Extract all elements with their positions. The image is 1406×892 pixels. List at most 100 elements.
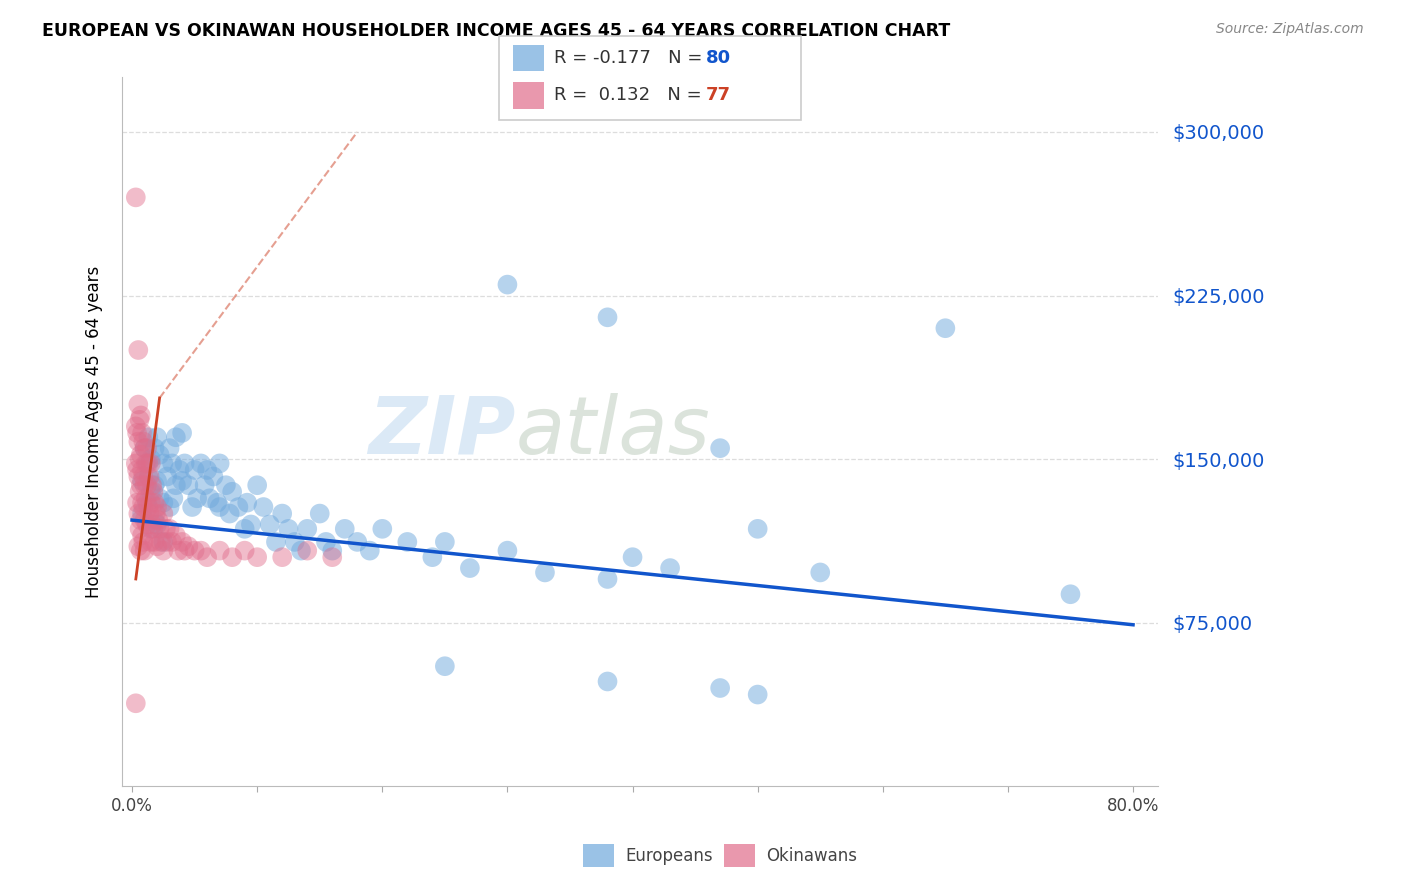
Point: [271, 550, 294, 565]
Point: [128, 522, 150, 536]
Point: [128, 484, 150, 499]
Point: [156, 469, 179, 483]
Point: [160, 535, 183, 549]
Point: [177, 539, 200, 553]
Point: [221, 550, 243, 565]
Point: [177, 478, 200, 492]
Point: [128, 452, 150, 467]
Point: [156, 535, 179, 549]
Point: [139, 522, 162, 536]
Point: [131, 463, 153, 477]
Point: [135, 457, 157, 471]
Point: [747, 522, 769, 536]
Point: [131, 528, 153, 542]
Point: [596, 674, 619, 689]
Point: [934, 321, 956, 335]
Point: [195, 550, 218, 565]
Point: [127, 343, 149, 357]
Point: [659, 561, 682, 575]
Point: [321, 550, 343, 565]
Point: [136, 457, 159, 471]
Point: [165, 528, 187, 542]
Point: [315, 535, 337, 549]
Point: [233, 522, 256, 536]
Point: [129, 478, 152, 492]
Point: [142, 484, 165, 499]
Point: [371, 522, 394, 536]
Point: [195, 463, 218, 477]
Point: [173, 457, 195, 471]
Point: [139, 457, 162, 471]
Point: [125, 425, 148, 440]
Point: [138, 469, 160, 483]
Point: [259, 517, 281, 532]
Point: [152, 535, 174, 549]
Point: [134, 478, 156, 492]
Point: [125, 696, 148, 710]
Point: [190, 457, 212, 471]
Point: [162, 491, 184, 506]
Point: [127, 398, 149, 412]
Point: [136, 500, 159, 514]
Point: [125, 419, 148, 434]
Point: [131, 507, 153, 521]
Point: [422, 550, 444, 565]
Point: [297, 522, 319, 536]
Text: Europeans: Europeans: [626, 847, 713, 864]
Point: [129, 448, 152, 462]
Point: [143, 513, 166, 527]
Point: [141, 478, 163, 492]
Point: [396, 535, 419, 549]
Point: [1059, 587, 1081, 601]
Point: [131, 425, 153, 440]
Point: [165, 430, 187, 444]
Point: [160, 457, 183, 471]
Point: [208, 457, 231, 471]
Point: [152, 457, 174, 471]
Point: [127, 434, 149, 449]
Point: [136, 441, 159, 455]
Point: [125, 496, 148, 510]
Point: [149, 448, 172, 462]
Point: [139, 484, 162, 499]
Point: [433, 659, 456, 673]
Point: [143, 441, 166, 455]
Point: [252, 500, 274, 514]
Point: [264, 535, 287, 549]
Point: [129, 409, 152, 423]
Point: [208, 500, 231, 514]
Point: [239, 517, 262, 532]
Point: [747, 688, 769, 702]
Point: [132, 500, 155, 514]
Point: [139, 496, 162, 510]
Point: [271, 507, 294, 521]
Point: [183, 543, 205, 558]
Text: ZIP: ZIP: [368, 392, 516, 471]
Point: [183, 463, 205, 477]
Point: [159, 441, 181, 455]
Point: [139, 535, 162, 549]
Point: [458, 561, 481, 575]
Point: [143, 496, 166, 510]
Point: [127, 507, 149, 521]
Point: [534, 566, 557, 580]
Point: [205, 496, 228, 510]
Point: [128, 413, 150, 427]
Y-axis label: Householder Income Ages 45 - 64 years: Householder Income Ages 45 - 64 years: [86, 266, 103, 598]
Point: [236, 496, 259, 510]
Point: [169, 463, 191, 477]
Point: [246, 550, 269, 565]
Point: [134, 441, 156, 455]
Point: [233, 543, 256, 558]
Point: [139, 452, 162, 467]
Point: [152, 543, 174, 558]
Point: [132, 535, 155, 549]
Point: [333, 522, 356, 536]
Text: R = -0.177   N =: R = -0.177 N =: [554, 49, 709, 67]
Text: R =  0.132   N =: R = 0.132 N =: [554, 87, 707, 104]
Point: [596, 310, 619, 325]
Point: [143, 535, 166, 549]
Point: [145, 507, 167, 521]
Point: [246, 478, 269, 492]
Point: [146, 539, 169, 553]
